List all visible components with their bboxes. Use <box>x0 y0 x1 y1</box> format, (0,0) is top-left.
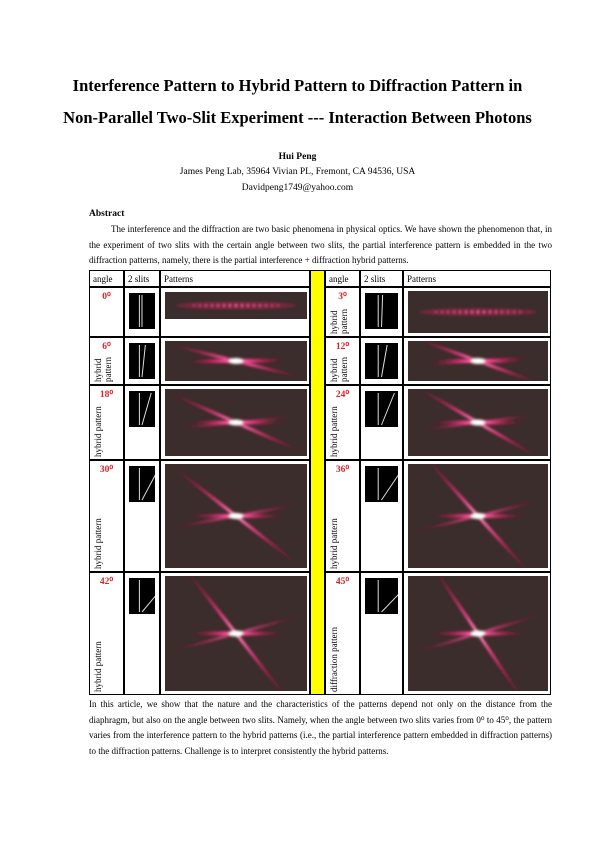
table-cell <box>160 385 310 460</box>
pattern-label: hybrid pattern <box>93 518 103 569</box>
header-cell: 2 slits <box>124 270 160 287</box>
abstract-heading: Abstract <box>89 209 125 219</box>
pattern-image <box>408 291 548 333</box>
table-cell <box>325 572 360 695</box>
slit-image <box>365 293 398 329</box>
header-cell: 2 slits <box>360 270 403 287</box>
angle-label: 12⁰ <box>335 342 350 352</box>
pattern-image <box>408 464 548 568</box>
table-cell <box>325 287 360 337</box>
pattern-image <box>165 576 307 691</box>
slit-image <box>365 466 398 502</box>
angle-label: 6⁰ <box>102 342 111 352</box>
angle-label: 42⁰ <box>99 577 114 587</box>
header-cell: angle <box>325 270 360 287</box>
pattern-label: hybrid pattern <box>329 357 349 382</box>
angle-label: 0⁰ <box>102 292 111 302</box>
table-cell <box>325 460 360 572</box>
slit-image <box>129 578 155 614</box>
pattern-label: hybrid pattern <box>93 357 113 382</box>
table-cell <box>89 337 124 385</box>
pattern-label: hybrid pattern <box>93 406 103 457</box>
pattern-image <box>165 292 307 319</box>
table-cell <box>403 385 551 460</box>
slit-image <box>365 391 398 427</box>
table-cell <box>124 385 160 460</box>
table-cell <box>403 337 551 385</box>
slit-image <box>129 343 155 379</box>
pattern-image <box>408 576 548 691</box>
table-cell <box>124 572 160 695</box>
title-line: Interference Pattern to Hybrid Pattern t… <box>72 76 523 95</box>
angle-label: 30⁰ <box>99 465 114 475</box>
table-cell <box>360 337 403 385</box>
table-cell <box>403 460 551 572</box>
pattern-label: hybrid pattern <box>93 641 103 692</box>
table-cell <box>160 337 310 385</box>
table-cell <box>89 287 124 337</box>
author: Hui Peng <box>278 152 317 162</box>
table-cell <box>89 460 124 572</box>
angle-label: 18⁰ <box>99 390 114 400</box>
pattern-image <box>408 341 548 381</box>
pattern-label: hybrid pattern <box>329 309 349 334</box>
table-cell <box>124 337 160 385</box>
angle-label: 3⁰ <box>338 292 347 302</box>
slit-image <box>365 343 398 379</box>
affiliation: James Peng Lab, 35964 Vivian PL, Fremont… <box>179 167 416 177</box>
table-cell <box>360 460 403 572</box>
slit-image <box>129 293 155 329</box>
pattern-label: diffraction pattern <box>329 626 339 692</box>
header-cell: Patterns <box>160 270 310 287</box>
table-cell <box>403 287 551 337</box>
table-cell <box>89 385 124 460</box>
body-text: In this article, we show that the nature… <box>89 699 552 756</box>
table-cell <box>325 337 360 385</box>
header-cell: angle <box>89 270 124 287</box>
pattern-image <box>408 389 548 456</box>
pattern-image <box>165 389 307 456</box>
abstract-text: The interference and the diffraction are… <box>89 224 552 265</box>
table-cell <box>360 287 403 337</box>
email: Davidpeng1749@yahoo.com <box>241 183 354 193</box>
separator <box>310 270 325 695</box>
slit-image <box>129 391 155 427</box>
table-cell <box>160 572 310 695</box>
slit-image <box>365 578 398 614</box>
table-cell <box>360 572 403 695</box>
table-cell <box>124 460 160 572</box>
table-cell <box>160 287 310 337</box>
pattern-image <box>165 464 307 568</box>
table-cell <box>325 385 360 460</box>
pattern-label: hybrid pattern <box>329 518 339 569</box>
header-cell: Patterns <box>403 270 551 287</box>
pattern-image <box>165 341 307 381</box>
table-cell <box>89 572 124 695</box>
angle-label: 36⁰ <box>335 465 350 475</box>
table-cell <box>160 460 310 572</box>
table-cell <box>403 572 551 695</box>
table-cell <box>124 287 160 337</box>
angle-label: 45⁰ <box>335 577 350 587</box>
title-line: Non-Parallel Two-Slit Experiment --- Int… <box>63 108 532 127</box>
table-cell <box>360 385 403 460</box>
slit-image <box>129 466 155 502</box>
pattern-label: hybrid pattern <box>329 406 339 457</box>
angle-label: 24⁰ <box>335 390 350 400</box>
